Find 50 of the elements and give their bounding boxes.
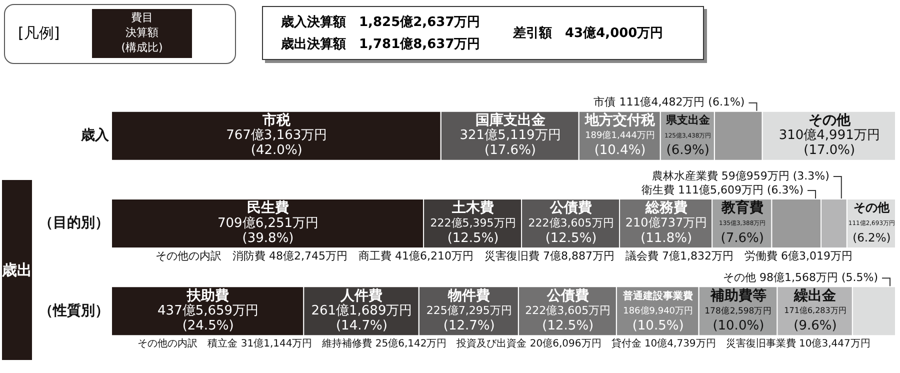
series-label: 普通建設事業費: [622, 290, 694, 302]
text: (構成比): [121, 41, 163, 54]
data-label: 437億5,659万円 (24.5%): [158, 304, 259, 334]
annotation: その他の内訳 消防費 48億2,745万円 商工費 41億6,210万円 災害復旧費 7億8,887万円 議会費 7億1,832万円 労働費 6億3,019万円: [156, 249, 852, 262]
text: 歳出決算額 1,781億8,637万円: [281, 36, 480, 53]
data-label: 222億3,605万円 (12.5%): [528, 216, 614, 246]
text: 費目: [131, 11, 153, 24]
series-label: 扶助費: [186, 288, 230, 304]
series-label: 県支出金: [664, 114, 711, 127]
annotation: その他の内訳 積立金 31億1,144万円 維持補修費 25億6,142万円 投資及び出資金 20億6,096万円 貸付金 10億4,739万円 災害復旧事業費 10億3,447万円: [138, 338, 870, 350]
data-label: 210億737万円 (11.8%): [625, 216, 708, 246]
data-label: 222億5,395万円 (12.5%): [430, 216, 516, 246]
series-label: 繰出金: [793, 288, 838, 304]
series-label: 市税: [262, 111, 292, 128]
data-label: 767億3,163万円 (42.0%): [226, 128, 328, 158]
series-label: 補助費等: [709, 286, 766, 304]
data-label: 225億7,295万円 (12.7%): [426, 304, 512, 334]
series-label: 物件費: [447, 288, 490, 304]
text: [凡例]: [18, 24, 60, 43]
data-label: 310億4,991万円 (17.0%): [778, 128, 880, 158]
annotation: 農林水産業費 59億959万円 (3.3%): [652, 169, 830, 182]
series-label: 民生費: [247, 200, 290, 216]
data-label: 171億6,283万円 (9.6%): [784, 306, 846, 334]
annotation: その他 98億1,568万円 (5.5%): [722, 271, 878, 284]
series-label: その他: [854, 200, 891, 215]
series-label: 総務費: [644, 200, 688, 216]
series-label: 公債費: [549, 200, 592, 216]
y-tick-label: 歳入: [80, 127, 110, 144]
text: 差引額 43億4,000万円: [513, 24, 664, 42]
data-label: 261億1,689万円 (14.7%): [311, 304, 412, 334]
text: 歳入決算額 1,825億2,637万円: [281, 14, 480, 31]
text: 歳出: [2, 180, 32, 360]
data-label: 321億5,119万円 (17.6%): [460, 128, 561, 158]
series-label: 土木費: [451, 200, 494, 216]
series-label: 公債費: [546, 288, 589, 304]
data-label: 178億2,598万円 (10.0%): [704, 305, 772, 334]
series-label: 教育費: [720, 199, 764, 216]
y-tick-label: （目的別）: [39, 215, 109, 232]
data-label: 709億6,251万円 (39.8%): [218, 216, 319, 246]
series-label: 地方交付税: [584, 111, 656, 128]
data-label: 222億3,605万円 (12.5%): [525, 304, 611, 334]
data-label: 186億9,940万円 (10.5%): [623, 306, 694, 334]
data-label: 189億1,444万円 (10.4%): [585, 130, 656, 158]
series-label: その他: [808, 112, 852, 128]
annotation: 衛生費 111億5,609万円 (6.3%): [642, 183, 804, 196]
text: 決算額: [126, 26, 158, 39]
series-label: 国庫支出金: [475, 111, 546, 128]
annotation: 市債 111億4,482万円 (6.1%): [594, 96, 745, 109]
y-tick-label: （性質別）: [39, 302, 109, 319]
series-label: 人件費: [340, 288, 383, 304]
